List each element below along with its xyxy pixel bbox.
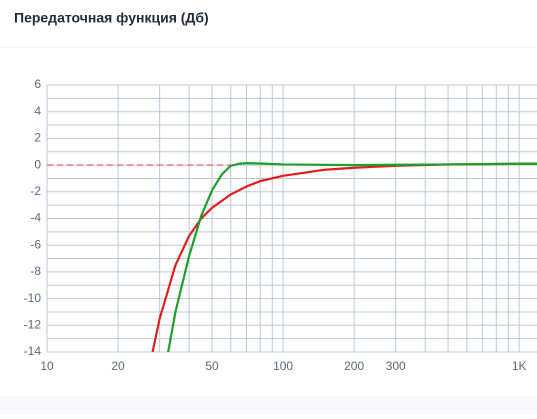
y-tick-label: -2 (30, 184, 41, 198)
x-tick-label: 20 (111, 359, 125, 373)
x-tick-label: 300 (386, 359, 406, 373)
x-tick-label: 10 (40, 359, 54, 373)
y-tick-label: 2 (34, 131, 41, 145)
y-tick-label: 0 (34, 157, 41, 171)
y-tick-label: 4 (34, 104, 41, 118)
y-tick-label: -10 (24, 291, 42, 305)
x-tick-label: 50 (205, 359, 219, 373)
card-title: Передаточная функция (Дб) (14, 10, 209, 26)
y-tick-label: -14 (24, 344, 42, 358)
y-tick-label: -4 (30, 211, 41, 225)
x-tick-label: 200 (344, 359, 364, 373)
y-tick-label: -6 (30, 237, 41, 251)
grid (46, 84, 537, 353)
x-tick-label: 1K (512, 359, 527, 373)
y-tick-label: -12 (24, 317, 42, 331)
footer-band (0, 396, 537, 414)
y-tick-label: -8 (30, 264, 41, 278)
x-tick-label: 100 (273, 359, 293, 373)
plot-area (47, 162, 537, 352)
curve (167, 162, 537, 352)
y-tick-label: 6 (34, 77, 41, 91)
